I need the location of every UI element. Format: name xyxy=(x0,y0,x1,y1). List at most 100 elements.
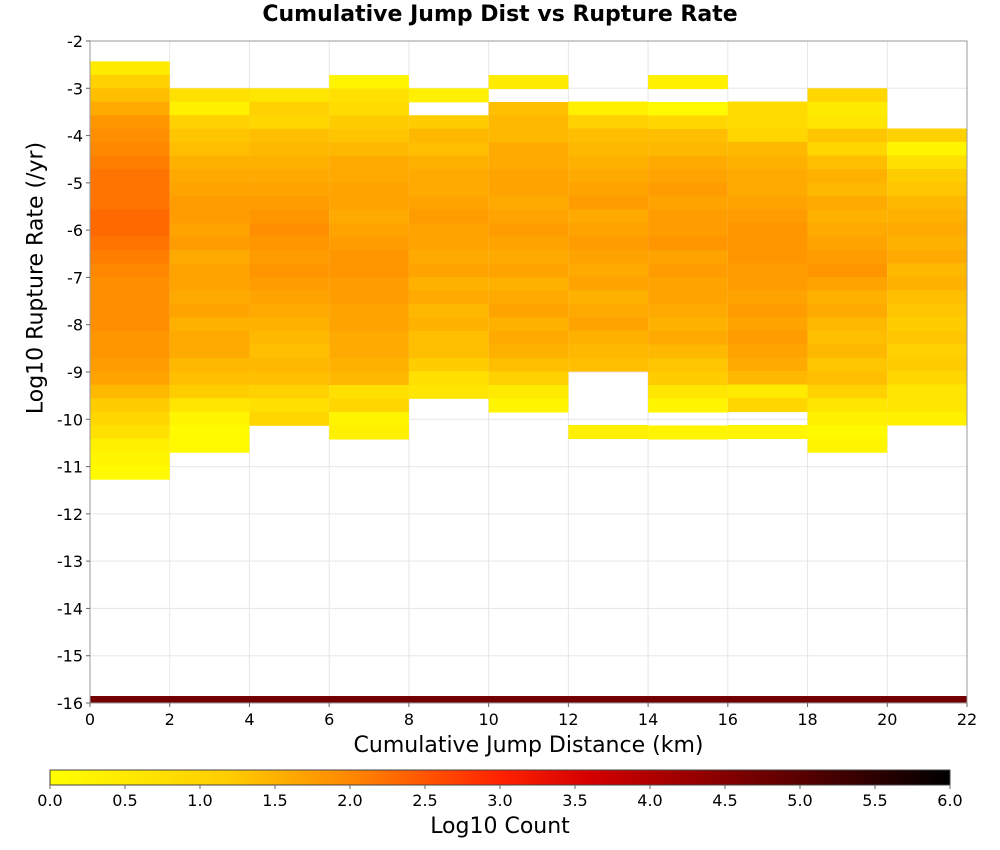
heatmap-cell xyxy=(807,371,888,386)
heatmap-cell xyxy=(727,330,808,345)
heatmap-cell xyxy=(727,263,808,278)
chart-title: Cumulative Jump Dist vs Rupture Rate xyxy=(262,2,738,27)
heatmap-cell xyxy=(408,236,489,251)
heatmap-cell xyxy=(249,398,330,413)
heatmap-cell xyxy=(568,236,649,251)
heatmap-cell xyxy=(568,344,649,359)
heatmap-cell xyxy=(807,196,888,211)
heatmap-cell xyxy=(807,88,888,103)
heatmap-cell xyxy=(249,357,330,372)
heatmap-cell xyxy=(408,142,489,157)
heatmap-cell xyxy=(90,317,170,332)
heatmap-cell xyxy=(887,249,967,264)
heatmap-cell xyxy=(568,222,649,237)
heatmap-cell xyxy=(249,344,330,359)
heatmap-cell xyxy=(408,276,489,292)
heatmap-cell xyxy=(90,263,170,278)
x-tick-label: 8 xyxy=(404,710,414,729)
heatmap-cell xyxy=(90,128,170,143)
heatmap-cell xyxy=(329,115,409,130)
y-tick-label: -5 xyxy=(67,174,83,193)
heatmap-cell xyxy=(329,182,409,197)
heatmap-cell xyxy=(169,88,250,103)
heatmap-cell xyxy=(90,88,170,103)
heatmap-cell xyxy=(727,276,808,291)
heatmap-cell xyxy=(727,303,808,318)
heatmap-cell xyxy=(329,142,409,157)
heatmap-cell xyxy=(249,182,330,197)
heatmap-cell xyxy=(169,398,250,413)
heatmap-cell xyxy=(408,317,489,332)
heatmap-cell xyxy=(887,195,967,210)
heatmap-cell xyxy=(488,223,569,238)
heatmap-cell xyxy=(807,276,888,292)
heatmap-cell xyxy=(648,223,728,238)
x-ticks: 0 2 4 6 8 10 12 14 16 18 20 22 xyxy=(85,703,977,729)
heatmap-cell xyxy=(488,385,569,400)
heatmap-cell xyxy=(408,128,489,143)
heatmap-cell xyxy=(249,169,330,184)
heatmap-cell xyxy=(329,344,409,359)
heatmap-cell xyxy=(90,452,170,467)
heatmap-cell xyxy=(329,411,409,427)
heatmap-cell xyxy=(727,384,808,399)
heatmap-cell xyxy=(727,195,808,210)
heatmap-cell xyxy=(90,411,170,426)
heatmap-cell xyxy=(568,317,649,332)
heatmap-cell xyxy=(408,384,489,399)
heatmap-cell xyxy=(488,263,569,278)
heatmap-cell xyxy=(648,331,728,346)
x-tick-label: 18 xyxy=(797,710,817,729)
heatmap-cell xyxy=(90,384,170,399)
heatmap-cell xyxy=(807,303,888,318)
heatmap-cell xyxy=(488,115,569,130)
heatmap-cell xyxy=(807,169,888,184)
colorbar-tick-label: 0.0 xyxy=(37,791,62,810)
y-tick-label: -11 xyxy=(57,458,83,477)
heatmap-cell xyxy=(90,196,170,211)
heatmap-cell xyxy=(807,101,888,116)
heatmap-cell xyxy=(169,303,250,318)
heatmap-cell xyxy=(648,236,728,251)
heatmap-cell xyxy=(648,75,728,90)
x-tick-label: 20 xyxy=(877,710,897,729)
heatmap-cell xyxy=(329,101,409,117)
heatmap-cell xyxy=(90,438,170,453)
heatmap-cell xyxy=(568,276,649,291)
heatmap-cell xyxy=(568,330,649,345)
heatmap-cell xyxy=(169,371,250,386)
heatmap-cell xyxy=(568,141,649,157)
heatmap-cell xyxy=(887,317,967,332)
heatmap-cell xyxy=(169,411,250,426)
colorbar-tick-label: 0.5 xyxy=(112,791,137,810)
heatmap-cell xyxy=(169,357,250,372)
heatmap-cell xyxy=(648,371,728,386)
heatmap-cell xyxy=(249,290,330,305)
heatmap-cell xyxy=(807,317,888,332)
heatmap-cell xyxy=(90,371,170,386)
y-tick-label: -9 xyxy=(67,363,83,382)
heatmap-cell xyxy=(90,276,170,292)
heatmap-cell xyxy=(90,425,170,440)
heatmap-cell xyxy=(249,303,330,318)
heatmap-cell xyxy=(169,115,250,130)
heatmap-cell xyxy=(727,398,808,413)
heatmap-cell xyxy=(648,101,728,117)
heatmap-cell xyxy=(648,142,728,157)
heatmap-cell xyxy=(329,371,409,386)
x-tick-label: 2 xyxy=(165,710,175,729)
heatmap-cell xyxy=(169,236,250,251)
y-tick-label: -13 xyxy=(57,552,83,571)
heatmap-cell xyxy=(169,276,250,292)
heatmap-cell xyxy=(568,182,649,197)
heatmap-cell xyxy=(568,263,649,278)
heatmap-cell xyxy=(648,155,728,170)
heatmap-cell xyxy=(90,290,170,305)
y-axis-label: Log10 Rupture Rate (/yr) xyxy=(23,141,49,415)
x-tick-label: 14 xyxy=(638,710,658,729)
heatmap-cell xyxy=(568,290,649,305)
heatmap-cell xyxy=(727,236,808,251)
heatmap-cell xyxy=(807,250,888,265)
heatmap-cell xyxy=(169,290,250,305)
heatmap-cell xyxy=(169,209,250,224)
